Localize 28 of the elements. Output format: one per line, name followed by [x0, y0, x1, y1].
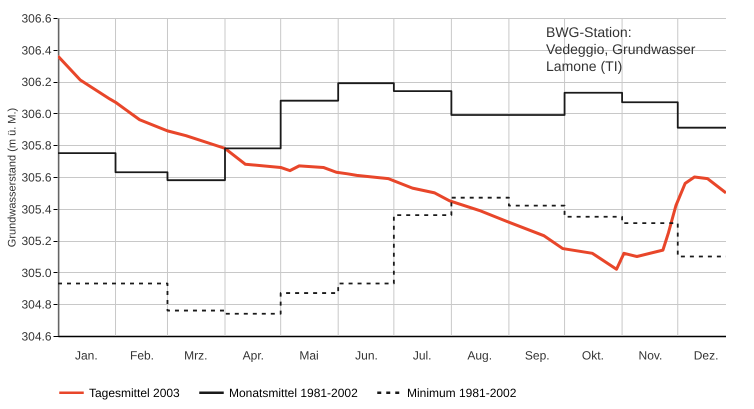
y-tick-label: 306.4 [21, 43, 52, 58]
y-tick-label: 304.8 [21, 298, 52, 312]
x-tick-label: Jan. [74, 348, 98, 362]
y-tick-label: 305.8 [21, 138, 52, 153]
legend-label: Tagesmittel 2003 [89, 386, 180, 400]
y-axis-title: Grundwasserstand (m ü. M.) [6, 108, 18, 248]
x-tick-label: Aug. [467, 348, 492, 362]
y-tick-label: 305.0 [21, 266, 52, 280]
x-tick-label: Okt. [582, 348, 604, 362]
x-tick-label: Sep. [524, 348, 550, 362]
x-tick-label: Apr. [242, 348, 264, 362]
x-tick-label: Mrz. [184, 348, 208, 362]
y-tick-label: 304.6 [21, 330, 52, 344]
annotation: BWG-Station: Vedeggio, Grundwasser Lamone (TI) [546, 24, 696, 74]
y-tick-label: 305.4 [21, 202, 52, 216]
y-tick-label: 306.6 [21, 12, 52, 26]
x-tick-label: Mai [299, 348, 319, 362]
x-tick-label: Dez. [694, 348, 718, 362]
legend-label: Monatsmittel 1981-2002 [229, 386, 358, 400]
y-tick-label: 305.6 [21, 170, 52, 184]
y-tick-label: 305.2 [21, 234, 52, 248]
x-tick-label: Feb. [130, 348, 154, 362]
y-tick-label: 306.0 [21, 106, 52, 121]
x-tick-label: Jun. [355, 348, 378, 362]
y-tick-label: 306.2 [21, 75, 52, 90]
x-tick-label: Jul. [412, 348, 432, 362]
x-tick-label: Nov. [638, 348, 662, 362]
legend-label: Minimum 1981-2002 [407, 386, 517, 400]
